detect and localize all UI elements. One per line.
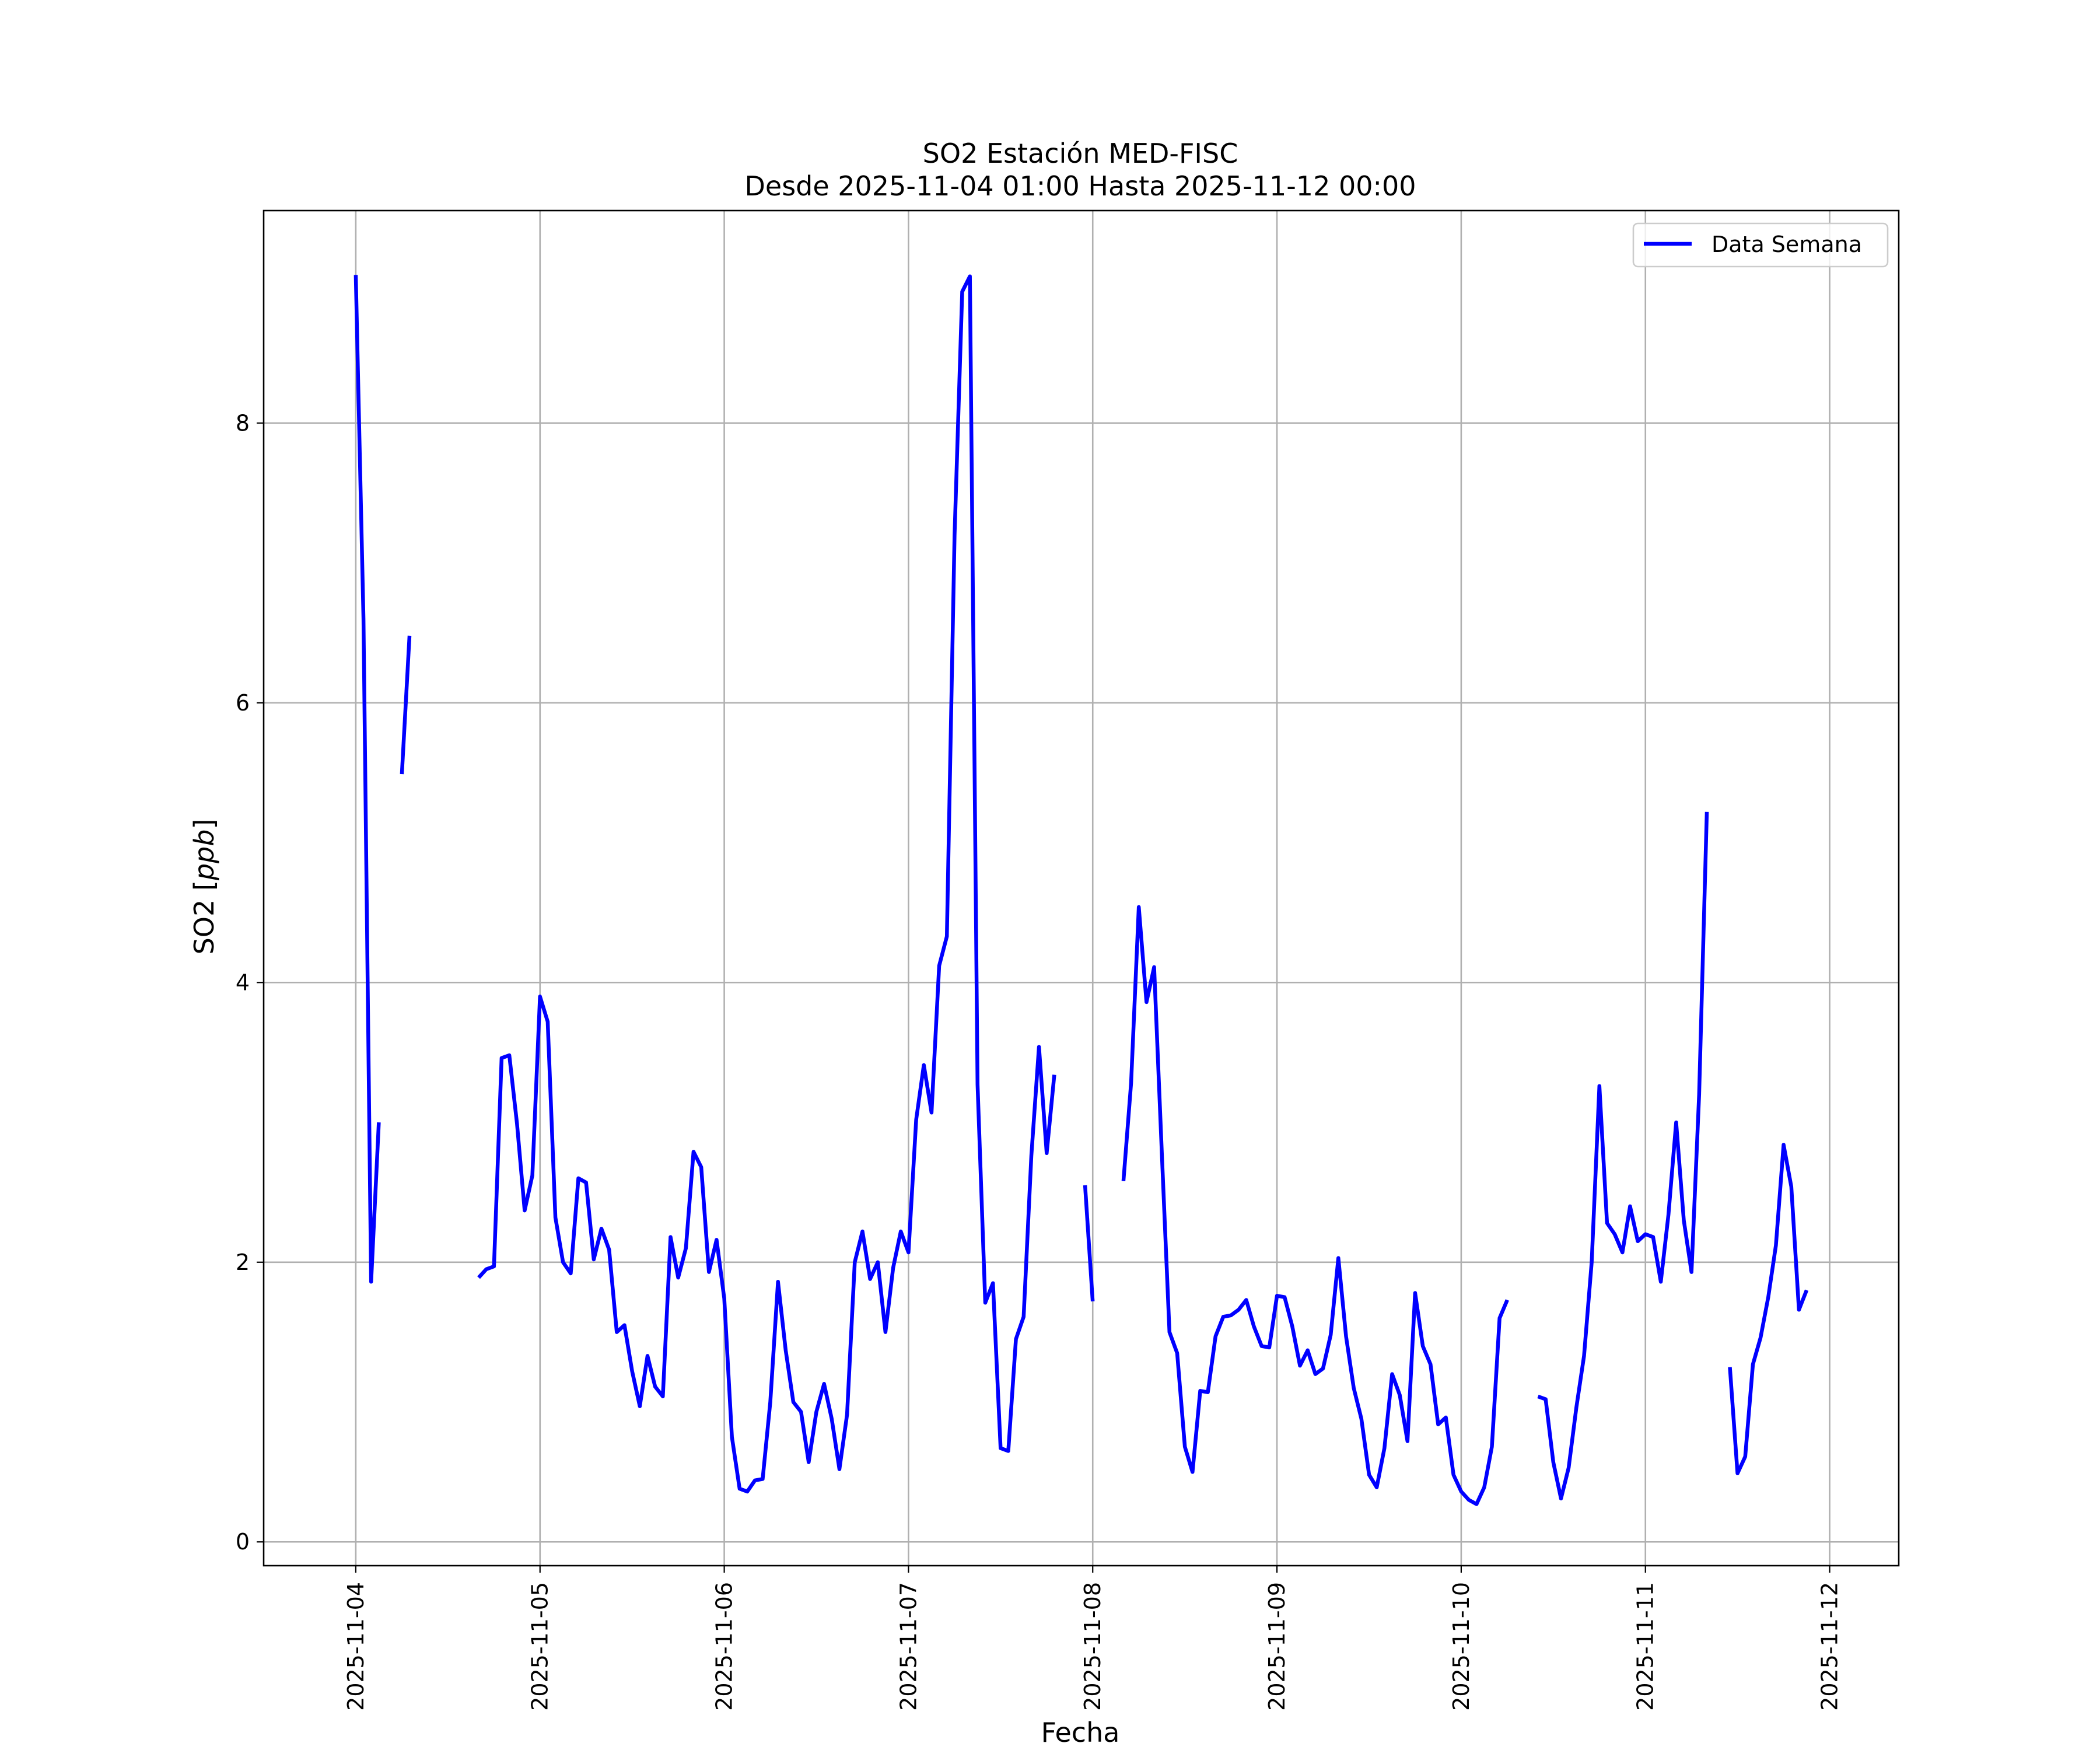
y-axis-label-prefix: SO2 [ xyxy=(188,880,220,954)
legend: Data Semana xyxy=(1632,222,1889,268)
x-tick-label: 2025-11-11 xyxy=(1633,1582,1658,1711)
series-line-segment xyxy=(1728,1143,1809,1476)
series-line-segment xyxy=(1121,905,1509,1506)
series-line-segment xyxy=(1537,811,1709,1501)
grid xyxy=(264,211,1899,1566)
series-line-segment xyxy=(354,275,381,1284)
y-tick-label: 0 xyxy=(236,1529,250,1555)
legend-label: Data Semana xyxy=(1712,232,1862,257)
x-tick-label: 2025-11-07 xyxy=(895,1582,921,1711)
x-tick-label: 2025-11-04 xyxy=(343,1582,369,1711)
axis-ticks: 2025-11-04 2025-11-05 2025-11-06 2025-11-07… xyxy=(236,410,1843,1710)
series-line-segment xyxy=(477,274,1056,1494)
y-axis-label-suffix: ] xyxy=(188,819,220,830)
y-tick-label: 6 xyxy=(236,690,250,716)
y-tick-label: 2 xyxy=(236,1250,250,1275)
series-data-semana xyxy=(354,274,1809,1506)
x-tick-label: 2025-11-10 xyxy=(1448,1582,1474,1711)
chart-title-line2: Desde 2025-11-04 01:00 Hasta 2025-11-12 … xyxy=(744,170,1416,202)
y-axis-label-unit: ppb xyxy=(188,830,220,881)
y-tick-label: 8 xyxy=(236,410,250,436)
y-tick-label: 4 xyxy=(236,970,250,995)
series-line-segment xyxy=(1083,1185,1095,1302)
chart-title-line1: SO2 Estación MED-FISC xyxy=(923,138,1238,169)
plot-frame xyxy=(262,209,1900,1567)
x-axis-label: Fecha xyxy=(1041,1717,1120,1748)
legend-box xyxy=(1632,222,1889,268)
series-line-segment xyxy=(400,635,412,775)
x-tick-label: 2025-11-08 xyxy=(1080,1582,1105,1711)
y-axis-label: SO2 [ppb] xyxy=(188,819,220,955)
chart-title: SO2 Estación MED-FISC Desde 2025-11-04 0… xyxy=(744,138,1416,202)
x-tick-label: 2025-11-06 xyxy=(712,1582,737,1711)
x-tick-label: 2025-11-09 xyxy=(1264,1582,1290,1711)
x-tick-label: 2025-11-05 xyxy=(527,1582,553,1711)
x-tick-label: 2025-11-12 xyxy=(1817,1582,1843,1711)
